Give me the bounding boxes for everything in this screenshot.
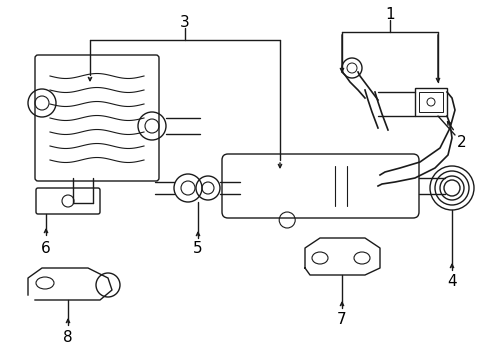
- Text: 8: 8: [63, 329, 73, 345]
- Text: 2: 2: [456, 135, 466, 149]
- Bar: [418, 92, 442, 112]
- Text: 1: 1: [385, 6, 394, 22]
- Text: 7: 7: [337, 312, 346, 328]
- Text: 3: 3: [180, 14, 189, 30]
- Bar: [414, 88, 446, 116]
- Text: 6: 6: [41, 240, 51, 256]
- Text: 5: 5: [193, 240, 203, 256]
- Text: 4: 4: [446, 274, 456, 289]
